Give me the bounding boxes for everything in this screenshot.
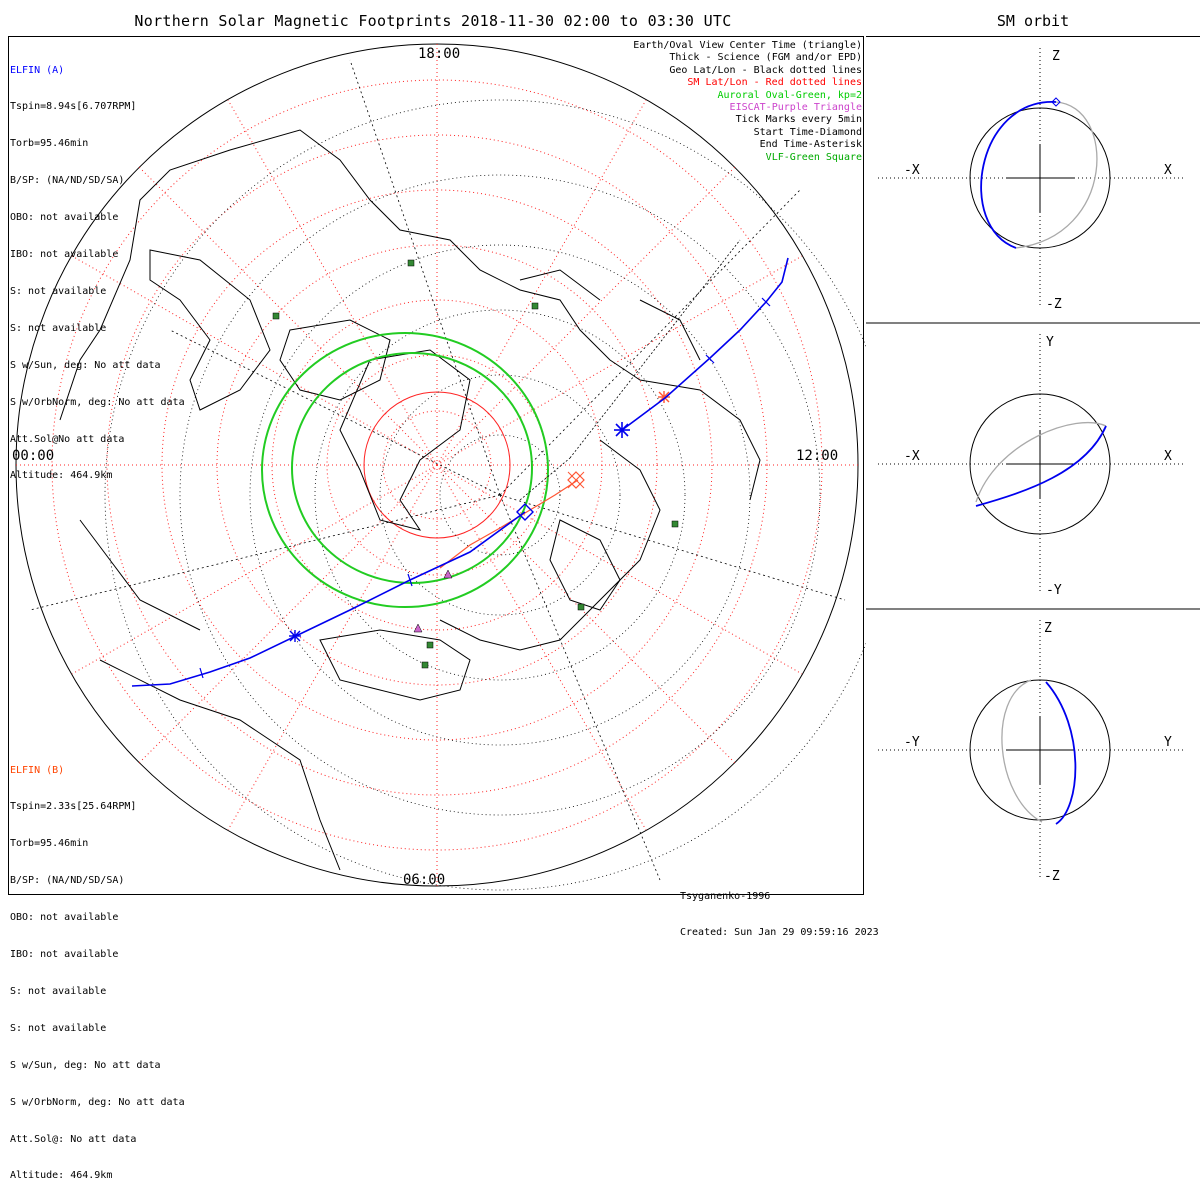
axis-label: -X	[904, 163, 920, 178]
coastlines	[59, 129, 761, 871]
elfin-b-line: S w/Sun, deg: No att data	[10, 1059, 161, 1071]
elfin-b-line: IBO: not available	[10, 949, 119, 961]
elfin-a-line: IBO: not available	[10, 249, 119, 261]
legend-entry: EISCAT-Purple Triangle	[729, 102, 862, 114]
legend-entry: Tick Marks every 5min	[735, 114, 862, 126]
elfin-a-line: OBO: not available	[10, 212, 119, 224]
geo-lat-grid	[104, 99, 866, 891]
elfin-a-line: Altitude: 464.9km	[10, 470, 113, 482]
elfin-a-line: Torb=95.46min	[10, 138, 89, 150]
elfin-b-line: Altitude: 464.9km	[10, 1170, 113, 1182]
elfin-a-line: S: not available	[10, 285, 107, 297]
elfin-b-start-diamond	[567, 471, 585, 489]
elfin-a-name: ELFIN (A)	[10, 64, 65, 76]
legend-entry: Thick - Science (FGM and/or EPD)	[669, 52, 862, 64]
elfin-b-line: S w/OrbNorm, deg: No att data	[10, 1096, 185, 1108]
elfin-a-track-north	[621, 257, 789, 431]
elfin-a-line: B/SP: (NA/ND/SD/SA)	[10, 175, 125, 187]
elfin-b-line: B/SP: (NA/ND/SD/SA)	[10, 875, 125, 887]
elfin-b-info: ELFIN (B) Tspin=2.33s[25.64RPM] Torb=95.…	[10, 740, 185, 1195]
view-center-line	[519, 457, 571, 501]
map-legend: Earth/Oval View Center Time (triangle) T…	[633, 40, 862, 164]
elfin-a-track-south	[131, 511, 526, 687]
axis-label: Y	[1164, 735, 1172, 750]
elfin-b-name: ELFIN (B)	[10, 764, 65, 776]
axis-label: -Z	[1046, 297, 1062, 312]
axis-label: -Y	[1046, 583, 1062, 598]
eiscat-stations	[413, 569, 453, 633]
elfin-a-line: S: not available	[10, 322, 107, 334]
elfin-b-line: Torb=95.46min	[10, 838, 89, 850]
legend-entry: Auroral Oval-Green, kp=2	[717, 89, 863, 101]
axis-label: -Z	[1044, 869, 1060, 884]
elfin-b-line: Tspin=2.33s[25.64RPM]	[10, 801, 137, 813]
mlt-label-right: 12:00	[796, 448, 838, 464]
mlt-label-bottom: 06:00	[403, 872, 445, 888]
legend-entry: Earth/Oval View Center Time (triangle)	[633, 40, 862, 51]
elfin-a-line: Tspin=8.94s[6.707RPM]	[10, 101, 137, 113]
page-title: Northern Solar Magnetic Footprints 2018-…	[134, 12, 732, 30]
auroral-oval-outer	[261, 332, 549, 608]
elfin-a-tick-marks	[199, 297, 771, 679]
axis-label: Z	[1044, 621, 1052, 636]
elfin-a-info: ELFIN (A) Tspin=8.94s[6.707RPM] Torb=95.…	[10, 40, 185, 495]
axis-label: -Y	[904, 735, 920, 750]
elfin-a-line: Att.Sol@No att data	[10, 433, 125, 445]
orbit-panel-yz: Z -Z -Y Y	[878, 620, 1186, 884]
axis-label: Y	[1046, 335, 1054, 350]
orbit-panel-xy: Y -Y -X X	[878, 334, 1186, 598]
legend-entry: SM Lat/Lon - Red dotted lines	[687, 77, 862, 89]
orbit-panels-frame	[866, 36, 1200, 895]
model-name: Tsyganenko-1996	[680, 890, 771, 902]
geo-lon-grid	[29, 59, 846, 881]
polar-footprint-map: 18:00 00:00 12:00 06:00	[12, 43, 866, 891]
auroral-oval-inner	[291, 352, 533, 584]
elfin-b-line: Att.Sol@: No att data	[10, 1133, 137, 1145]
elfin-b-end-asterisk	[658, 391, 670, 403]
legend-entry: Start Time-Diamond	[753, 126, 862, 138]
created-timestamp: Created: Sun Jan 29 09:59:16 2023	[680, 927, 879, 939]
elfin-a-line: S w/Sun, deg: No att data	[10, 359, 161, 371]
mlt-label-top: 18:00	[418, 46, 460, 62]
axis-label: X	[1164, 449, 1172, 464]
elfin-b-line: S: not available	[10, 1022, 107, 1034]
orbit-panel-xz: Z -Z -X X	[878, 48, 1186, 312]
mlt-label-left: 00:00	[12, 448, 54, 464]
sm-orbit-panels: Z -Z -X X Y -Y -X X Z -Z -Y Y	[866, 48, 1200, 884]
legend-entry: End Time-Asterisk	[759, 139, 862, 151]
axis-label: X	[1164, 163, 1172, 178]
map-frame	[8, 36, 864, 895]
elfin-a-end-asterisk	[614, 422, 630, 438]
axis-label: -X	[904, 449, 920, 464]
vlf-stations	[272, 259, 679, 669]
elfin-a-midpoint-asterisk	[289, 630, 301, 642]
axis-label: Z	[1052, 49, 1060, 64]
legend-entry: VLF-Green Square	[765, 151, 862, 163]
legend-entry: Geo Lat/Lon - Black dotted lines	[669, 64, 862, 76]
map-footer: Tsyganenko-1996 Created: Sun Jan 29 09:5…	[680, 866, 879, 952]
elfin-b-line: OBO: not available	[10, 912, 119, 924]
elfin-a-start-diamond	[516, 503, 534, 521]
elfin-b-line: S: not available	[10, 985, 107, 997]
elfin-a-line: S w/OrbNorm, deg: No att data	[10, 396, 185, 408]
orbit-panel-title: SM orbit	[996, 12, 1070, 30]
